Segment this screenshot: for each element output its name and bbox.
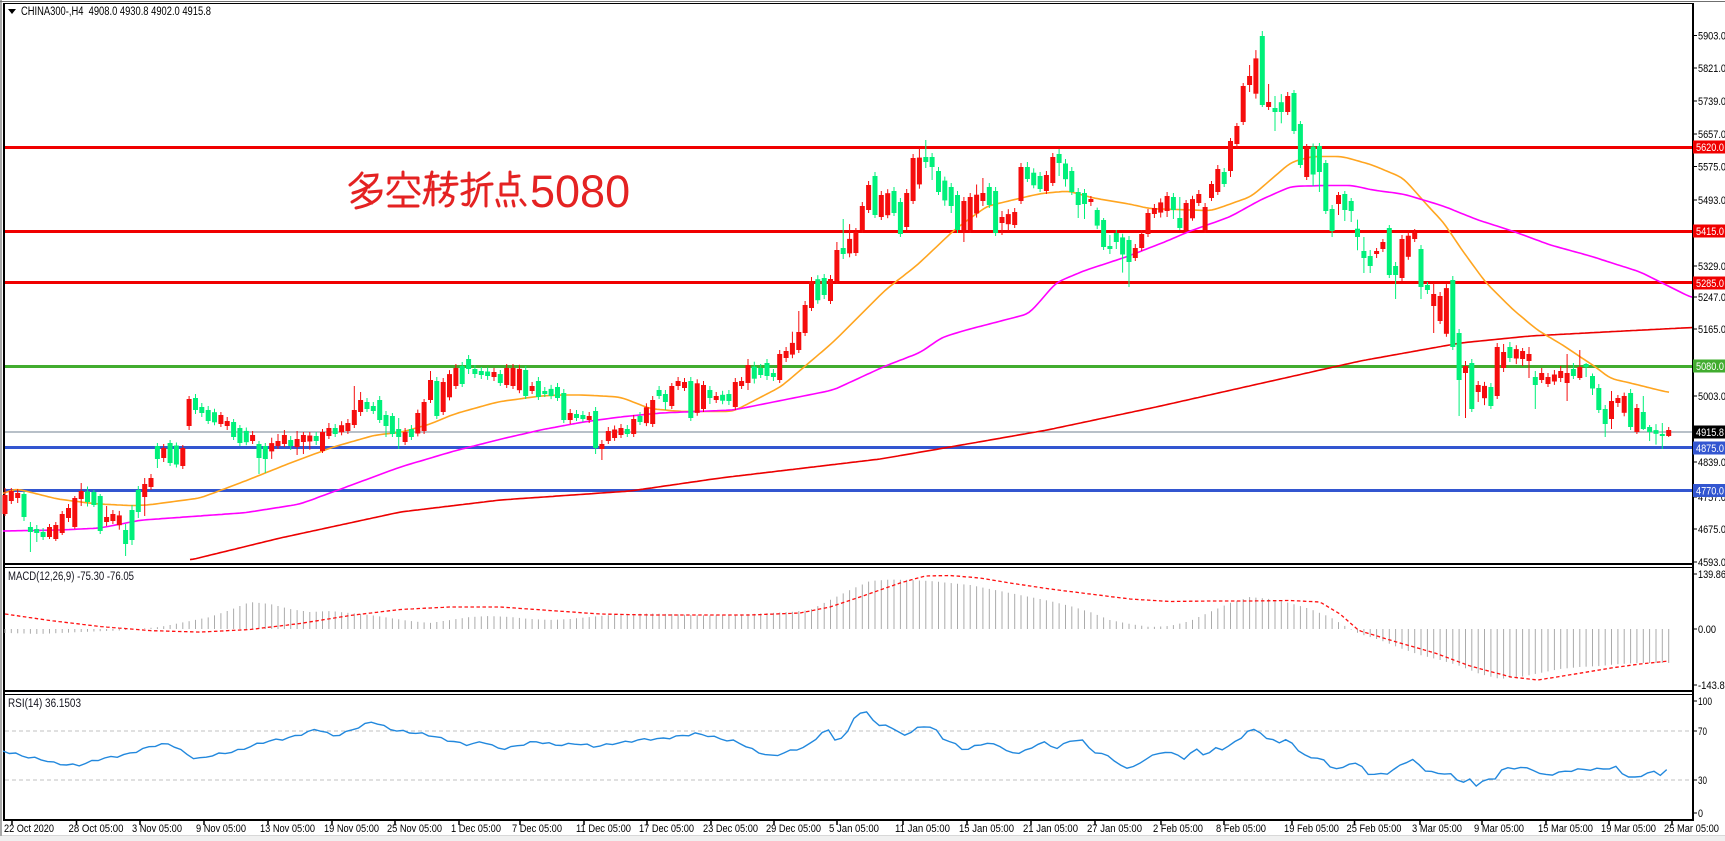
svg-text:RSI(14) 36.1503: RSI(14) 36.1503 bbox=[8, 698, 81, 710]
svg-text:139.86: 139.86 bbox=[1698, 569, 1725, 581]
svg-text:-143.82: -143.82 bbox=[1698, 680, 1725, 692]
svg-text:11 Dec 05:00: 11 Dec 05:00 bbox=[576, 823, 631, 835]
svg-text:4770.0: 4770.0 bbox=[1696, 485, 1724, 497]
svg-text:29 Dec 05:00: 29 Dec 05:00 bbox=[766, 823, 821, 835]
svg-text:11 Jan 05:00: 11 Jan 05:00 bbox=[895, 823, 950, 835]
svg-text:15 Mar 05:00: 15 Mar 05:00 bbox=[1538, 823, 1593, 835]
svg-text:5415.0: 5415.0 bbox=[1696, 226, 1724, 238]
svg-text:100: 100 bbox=[1698, 696, 1712, 708]
svg-text:5329.0: 5329.0 bbox=[1698, 261, 1725, 273]
svg-text:5 Jan 05:00: 5 Jan 05:00 bbox=[829, 823, 879, 835]
svg-text:CHINA300-,H4 4908.0 4930.8 49: CHINA300-,H4 4908.0 4930.8 4902.0 4915.8 bbox=[21, 6, 211, 18]
svg-text:9 Mar 05:00: 9 Mar 05:00 bbox=[1474, 823, 1524, 835]
svg-text:1 Dec 05:00: 1 Dec 05:00 bbox=[451, 823, 501, 835]
svg-text:MACD(12,26,9) -75.30 -76.05: MACD(12,26,9) -75.30 -76.05 bbox=[8, 571, 134, 583]
svg-text:3 Nov 05:00: 3 Nov 05:00 bbox=[132, 823, 182, 835]
svg-text:5247.0: 5247.0 bbox=[1698, 292, 1725, 304]
svg-text:5657.0: 5657.0 bbox=[1698, 129, 1725, 141]
svg-text:28 Oct 05:00: 28 Oct 05:00 bbox=[69, 823, 124, 835]
svg-text:19 Feb 05:00: 19 Feb 05:00 bbox=[1284, 823, 1339, 835]
svg-text:9 Nov 05:00: 9 Nov 05:00 bbox=[196, 823, 246, 835]
svg-text:22 Oct 2020: 22 Oct 2020 bbox=[4, 823, 54, 835]
svg-text:25 Nov 05:00: 25 Nov 05:00 bbox=[387, 823, 442, 835]
svg-text:21 Jan 05:00: 21 Jan 05:00 bbox=[1023, 823, 1078, 835]
svg-text:2 Feb 05:00: 2 Feb 05:00 bbox=[1153, 823, 1203, 835]
svg-text:5003.0: 5003.0 bbox=[1698, 391, 1725, 403]
svg-text:5575.0: 5575.0 bbox=[1698, 161, 1725, 173]
svg-text:5080.0: 5080.0 bbox=[1696, 361, 1724, 373]
svg-text:17 Dec 05:00: 17 Dec 05:00 bbox=[639, 823, 694, 835]
svg-text:5080: 5080 bbox=[530, 166, 630, 217]
svg-text:4675.0: 4675.0 bbox=[1698, 524, 1725, 536]
svg-text:25 Feb 05:00: 25 Feb 05:00 bbox=[1347, 823, 1402, 835]
svg-text:4593.0: 4593.0 bbox=[1698, 557, 1725, 569]
svg-text:8 Feb 05:00: 8 Feb 05:00 bbox=[1216, 823, 1266, 835]
svg-text:4875.0: 4875.0 bbox=[1696, 443, 1724, 455]
svg-text:23 Dec 05:00: 23 Dec 05:00 bbox=[703, 823, 758, 835]
svg-text:4915.8: 4915.8 bbox=[1696, 427, 1724, 439]
svg-text:5821.0: 5821.0 bbox=[1698, 63, 1725, 75]
svg-text:0: 0 bbox=[1698, 808, 1703, 820]
svg-text:5620.0: 5620.0 bbox=[1696, 142, 1724, 154]
svg-text:0.00: 0.00 bbox=[1698, 624, 1716, 636]
svg-text:5165.0: 5165.0 bbox=[1698, 324, 1725, 336]
svg-text:5285.0: 5285.0 bbox=[1696, 278, 1724, 290]
svg-text:27 Jan 05:00: 27 Jan 05:00 bbox=[1087, 823, 1142, 835]
svg-text:70: 70 bbox=[1698, 726, 1707, 738]
svg-text:7 Dec 05:00: 7 Dec 05:00 bbox=[512, 823, 562, 835]
svg-text:5903.0: 5903.0 bbox=[1698, 30, 1725, 42]
svg-text:19 Nov 05:00: 19 Nov 05:00 bbox=[324, 823, 379, 835]
svg-text:19 Mar 05:00: 19 Mar 05:00 bbox=[1601, 823, 1656, 835]
svg-text:5493.0: 5493.0 bbox=[1698, 195, 1725, 207]
svg-text:30: 30 bbox=[1698, 775, 1707, 787]
svg-text:13 Nov 05:00: 13 Nov 05:00 bbox=[260, 823, 315, 835]
svg-text:15 Jan 05:00: 15 Jan 05:00 bbox=[959, 823, 1014, 835]
svg-text:3 Mar 05:00: 3 Mar 05:00 bbox=[1412, 823, 1462, 835]
svg-text:5739.0: 5739.0 bbox=[1698, 96, 1725, 108]
svg-text:25 Mar 05:00: 25 Mar 05:00 bbox=[1664, 823, 1719, 835]
svg-text:4839.0: 4839.0 bbox=[1698, 457, 1725, 469]
